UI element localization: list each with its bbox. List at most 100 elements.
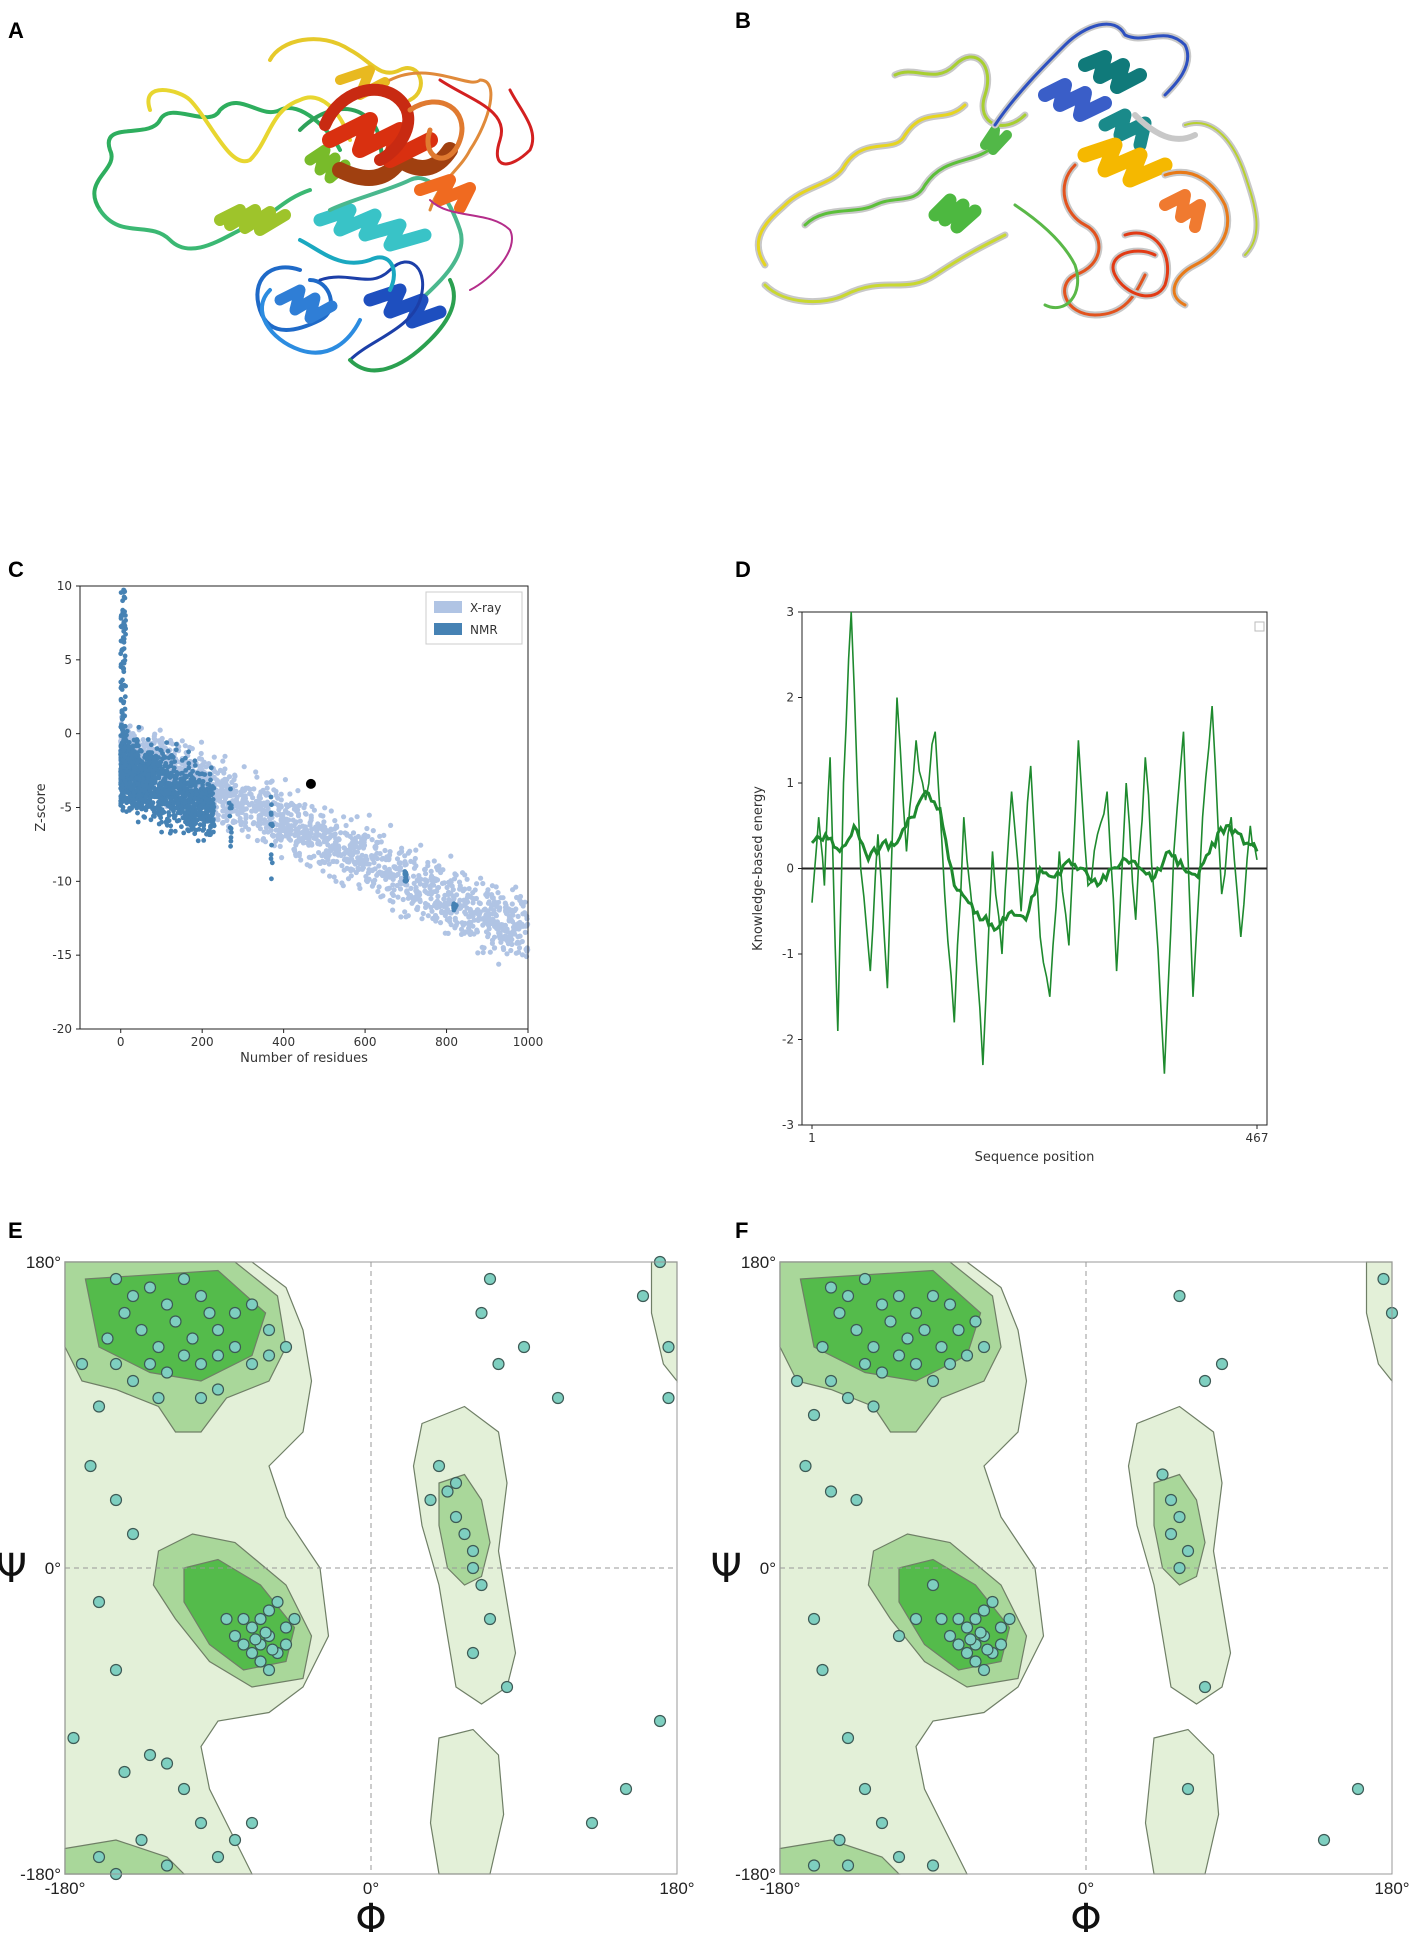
xray-point xyxy=(451,876,458,882)
xray-point xyxy=(480,922,486,928)
residue-point xyxy=(964,1633,977,1646)
nmr-point xyxy=(188,788,194,793)
residue-point xyxy=(449,1476,463,1490)
x-axis-label: Sequence position xyxy=(975,1150,1095,1165)
nmr-point xyxy=(170,773,176,779)
xray-point xyxy=(324,850,330,856)
y-axis-label: Knowledge-based energy xyxy=(751,786,766,951)
xray-point xyxy=(220,820,226,826)
xray-point xyxy=(374,839,380,845)
nmr-point xyxy=(143,782,149,788)
nmr-point xyxy=(184,792,190,797)
xray-point xyxy=(489,937,496,943)
residue-point xyxy=(271,1595,284,1609)
y-tick-label: 2 xyxy=(786,691,794,705)
xray-point xyxy=(492,945,498,951)
xray-point xyxy=(215,817,221,823)
residue-point xyxy=(841,1859,855,1872)
residue-point xyxy=(1317,1833,1331,1847)
xray-point xyxy=(470,890,476,896)
nmr-point xyxy=(175,800,181,806)
xray-point xyxy=(255,822,261,829)
residue-point xyxy=(653,1714,667,1728)
nmr-point xyxy=(126,764,132,770)
xray-point xyxy=(410,873,417,879)
xray-point xyxy=(511,927,517,933)
residue-point xyxy=(143,1357,157,1371)
xray-point xyxy=(332,826,338,832)
nmr-point xyxy=(268,812,274,817)
nmr-point xyxy=(228,838,234,844)
x-tick-label: -180° xyxy=(760,1879,801,1898)
residue-point xyxy=(126,1374,140,1388)
residue-point xyxy=(126,1289,140,1303)
residue-point xyxy=(909,1306,923,1320)
xray-point xyxy=(295,788,301,794)
nmr-point xyxy=(158,815,164,821)
legend-label-xray: X-ray xyxy=(470,601,501,615)
y-tick-label: -2 xyxy=(782,1033,794,1047)
xray-points xyxy=(118,713,531,967)
xray-point xyxy=(446,879,452,885)
residue-point xyxy=(892,1289,906,1303)
nmr-point xyxy=(195,796,201,802)
xray-point xyxy=(486,915,492,922)
nmr-point xyxy=(196,779,202,785)
xray-point xyxy=(140,737,146,743)
nmr-point xyxy=(121,666,127,672)
xray-point xyxy=(179,738,185,744)
residue-point xyxy=(160,1757,174,1770)
x-tick-label: 0° xyxy=(363,1879,379,1898)
xray-point xyxy=(297,818,303,824)
nmr-point xyxy=(229,830,234,835)
nmr-point xyxy=(184,813,190,819)
xray-point xyxy=(157,727,163,733)
nmr-point xyxy=(148,742,154,748)
residue-point xyxy=(926,1578,940,1592)
xray-point xyxy=(309,826,315,832)
nmr-point xyxy=(151,785,157,791)
xray-point xyxy=(376,863,382,869)
residue-point xyxy=(901,1332,914,1345)
nmr-point xyxy=(268,794,274,800)
xray-point xyxy=(408,858,414,864)
nmr-point xyxy=(453,903,459,908)
panel-label-b: B xyxy=(735,8,751,33)
nmr-point xyxy=(159,768,165,774)
nmr-point xyxy=(202,772,208,777)
xray-point xyxy=(517,893,524,900)
empty-legend-box xyxy=(1254,621,1265,632)
residue-point xyxy=(228,1340,242,1354)
nmr-point xyxy=(131,768,137,774)
x-tick-label: -180° xyxy=(45,1879,86,1898)
residue-point xyxy=(662,1391,675,1405)
residue-point xyxy=(92,1595,106,1609)
nmr-point xyxy=(201,838,207,843)
nmr-point xyxy=(162,763,168,769)
xray-point xyxy=(243,812,249,818)
residue-point xyxy=(943,1629,957,1643)
xray-point xyxy=(364,825,370,832)
nmr-point xyxy=(166,790,172,796)
xray-point xyxy=(470,923,476,929)
xray-point xyxy=(413,895,419,902)
nmr-point xyxy=(178,771,184,776)
xray-point xyxy=(384,886,390,892)
residue-point xyxy=(483,1272,497,1286)
xray-point xyxy=(475,950,481,956)
xray-point xyxy=(273,827,279,833)
xray-point xyxy=(262,817,268,823)
nmr-point xyxy=(197,771,203,777)
residue-point xyxy=(892,1349,906,1362)
xray-point xyxy=(235,803,241,810)
nmr-points xyxy=(118,587,459,913)
xray-point xyxy=(373,844,379,850)
xray-point xyxy=(300,839,306,845)
xray-point xyxy=(360,845,367,851)
xray-point xyxy=(355,865,361,871)
residue-point xyxy=(160,1298,174,1311)
nmr-point xyxy=(404,878,409,883)
xray-point xyxy=(423,904,429,910)
xray-point xyxy=(377,833,383,839)
residue-point xyxy=(449,1510,463,1524)
